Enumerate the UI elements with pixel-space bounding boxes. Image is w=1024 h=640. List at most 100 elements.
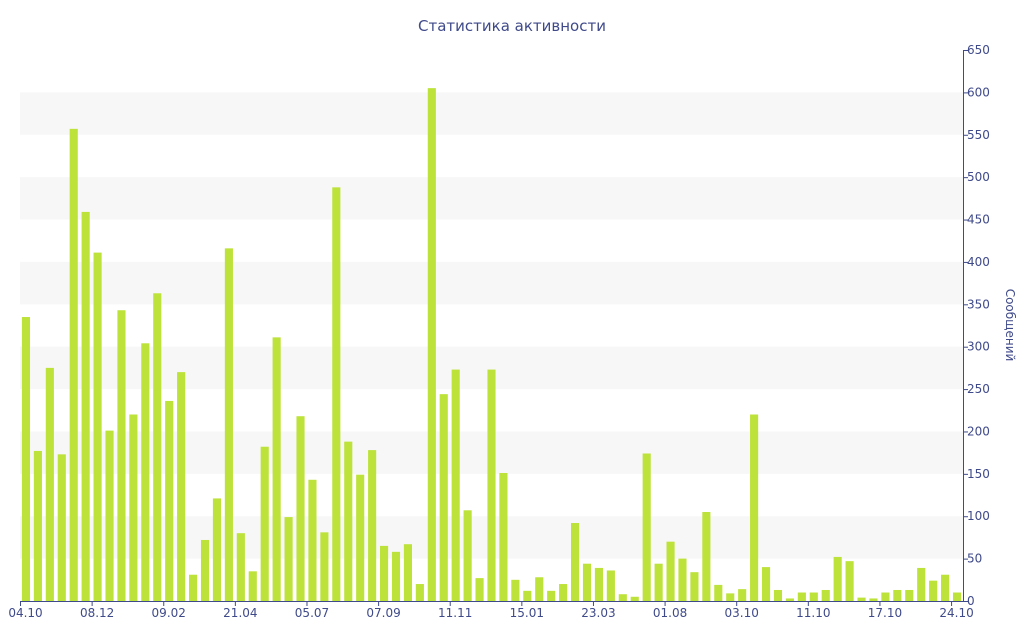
y-tick-label: 100	[967, 509, 990, 523]
bar	[893, 589, 902, 601]
x-tick-label: 09.02	[152, 606, 186, 620]
grid-band	[20, 92, 963, 135]
bar	[941, 574, 950, 601]
bar	[487, 369, 496, 601]
bar	[857, 597, 866, 601]
bar	[57, 454, 66, 601]
bar	[570, 523, 580, 601]
bar	[200, 539, 210, 601]
bar	[308, 479, 317, 601]
bar	[929, 580, 938, 601]
bar	[415, 584, 424, 601]
bar	[511, 579, 520, 601]
bar	[105, 430, 114, 601]
bar	[81, 211, 90, 601]
chart-title: Статистика активности	[418, 17, 606, 35]
bar	[499, 472, 508, 601]
bar	[451, 369, 460, 601]
bar	[523, 590, 532, 601]
bar	[750, 414, 759, 601]
bar	[141, 343, 150, 601]
bar	[391, 551, 401, 601]
y-tick-label: 50	[967, 552, 982, 566]
bar	[797, 592, 806, 601]
bar	[618, 594, 627, 601]
x-tick-label: 11.11	[438, 606, 472, 620]
y-axis-title: Сообщений	[1003, 289, 1017, 362]
bar	[654, 563, 663, 601]
x-tick-label: 11.10	[796, 606, 830, 620]
bar	[284, 517, 293, 601]
bar	[296, 416, 305, 601]
bar	[177, 372, 186, 601]
bar	[702, 511, 711, 601]
bar	[272, 337, 281, 601]
bar	[881, 592, 890, 601]
bar	[582, 563, 592, 601]
bar	[714, 584, 723, 601]
bar	[153, 293, 162, 601]
bar	[403, 544, 413, 601]
bar	[129, 414, 138, 601]
bar	[45, 367, 54, 601]
grid-band	[20, 177, 963, 220]
bar	[666, 541, 675, 601]
bar	[165, 400, 174, 601]
bar	[224, 248, 233, 602]
x-tick-label: 21.04	[223, 606, 257, 620]
bar	[952, 592, 962, 601]
bar	[905, 589, 914, 601]
bar	[869, 598, 878, 601]
y-tick-label: 300	[967, 340, 990, 354]
bar	[559, 584, 568, 601]
bar	[917, 567, 926, 601]
bar	[547, 590, 556, 601]
bar	[785, 598, 794, 601]
bar	[427, 88, 436, 601]
y-tick-label: 350	[967, 297, 990, 311]
bar	[678, 558, 687, 601]
bar	[535, 577, 544, 601]
bar	[809, 592, 818, 601]
x-tick-label: 04.10	[8, 606, 42, 620]
bar	[630, 596, 639, 601]
y-tick-label: 450	[967, 213, 990, 227]
y-tick-label: 0	[967, 594, 975, 608]
bar	[726, 593, 735, 601]
y-tick-label: 200	[967, 424, 990, 438]
bar	[380, 545, 389, 601]
bar	[368, 450, 377, 601]
x-tick-label: 15.01	[510, 606, 544, 620]
bar	[463, 510, 472, 601]
bar	[93, 252, 102, 602]
y-tick-label: 400	[967, 255, 990, 269]
x-ticks: 04.10 08.12 09.02 21.04 05.07 07.09 11.11 15.01…	[8, 601, 974, 620]
bar	[189, 574, 198, 601]
x-tick-label: 03.10	[725, 606, 759, 620]
bar	[738, 589, 747, 601]
y-tick-label: 600	[967, 85, 990, 99]
bar	[212, 498, 222, 601]
bar	[260, 446, 269, 601]
bars-group	[21, 88, 962, 602]
bar	[833, 556, 842, 601]
bar	[606, 570, 615, 601]
x-tick-label: 01.08	[653, 606, 687, 620]
bar	[332, 187, 341, 601]
bar	[845, 561, 854, 601]
grid-bands	[20, 92, 963, 559]
x-tick-label: 08.12	[80, 606, 114, 620]
x-tick-label: 17.10	[868, 606, 902, 620]
bar	[594, 567, 603, 601]
bar	[248, 571, 257, 601]
bar	[439, 394, 448, 601]
bar	[21, 317, 31, 601]
x-tick-label: 05.07	[295, 606, 329, 620]
bar	[320, 532, 329, 601]
bar	[236, 533, 245, 601]
bar	[33, 450, 42, 601]
bar	[344, 441, 353, 601]
x-tick-label: 07.09	[366, 606, 400, 620]
